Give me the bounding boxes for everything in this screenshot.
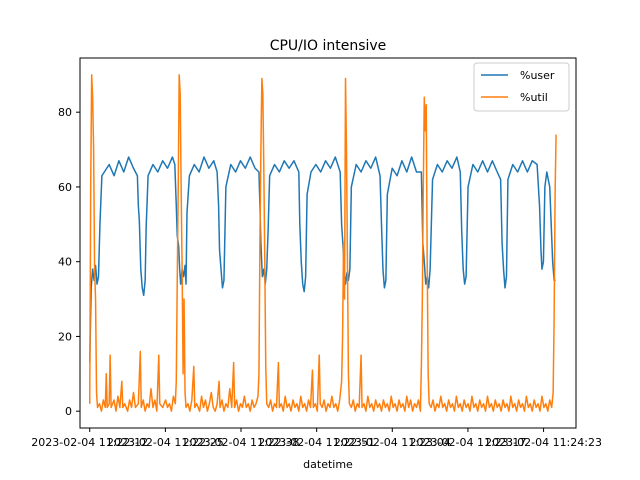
plot-area [80,58,576,428]
plot-frame [79,57,577,429]
x-tick-label: 2023-02-04 11:22:12 [31,436,148,449]
series-line-util [88,74,557,412]
x-tick-label: 2023-02-04 11:22:25 [107,436,224,449]
legend: %user %util [473,62,570,112]
x-tick-label: 2023-02-04 11:24:23 [485,436,602,449]
x-tick-label: 2023-02-04 11:23:17 [410,436,527,449]
y-tick-label: 20 [58,330,72,343]
legend-label-user: %user [520,69,555,82]
series-layer [88,74,557,412]
y-tick-label: 40 [58,256,72,269]
series-line-user [88,156,556,363]
chart-title: CPU/IO intensive [270,38,387,54]
x-axis-label: datetime [303,458,353,471]
y-tick-label: 60 [58,181,72,194]
y-tick-label: 0 [65,405,72,418]
y-tick-label: 80 [58,106,72,119]
x-tick-label: 2023-02-04 11:23:04 [334,436,451,449]
x-tick-label: 2023-02-04 11:22:38 [183,436,300,449]
x-tick-label: 2023-02-04 11:22:51 [258,436,375,449]
legend-label-util: %util [520,91,548,104]
y-axis: 0 20 40 60 80 [58,106,80,418]
